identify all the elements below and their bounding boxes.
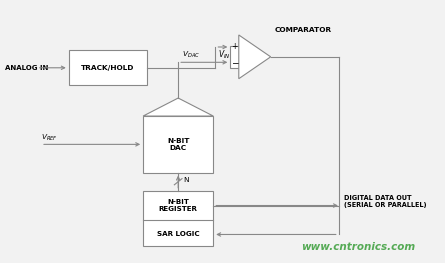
Text: $\mathregular{V_{IN}}$: $\mathregular{V_{IN}}$ bbox=[218, 49, 230, 61]
Text: ANALOG IN: ANALOG IN bbox=[5, 65, 48, 71]
Bar bbox=[143, 116, 213, 173]
Text: COMPARATOR: COMPARATOR bbox=[275, 27, 332, 33]
Text: $\mathregular{V_{REF}}$: $\mathregular{V_{REF}}$ bbox=[41, 133, 58, 143]
Text: N-BIT
DAC: N-BIT DAC bbox=[167, 138, 190, 151]
Text: +: + bbox=[231, 43, 238, 52]
Polygon shape bbox=[143, 98, 213, 116]
Text: N: N bbox=[183, 178, 189, 183]
Text: SAR LOGIC: SAR LOGIC bbox=[157, 231, 199, 237]
Bar bbox=[69, 50, 147, 85]
Bar bbox=[143, 191, 213, 246]
Text: N-BIT
REGISTER: N-BIT REGISTER bbox=[159, 199, 198, 212]
Text: DIGITAL DATA OUT
(SERIAL OR PARALLEL): DIGITAL DATA OUT (SERIAL OR PARALLEL) bbox=[344, 195, 426, 208]
Polygon shape bbox=[239, 35, 271, 79]
Text: www.cntronics.com: www.cntronics.com bbox=[301, 242, 415, 252]
Bar bbox=[230, 46, 239, 68]
Text: $\mathregular{V_{DAC}}$: $\mathregular{V_{DAC}}$ bbox=[182, 49, 201, 60]
Text: −: − bbox=[231, 58, 238, 67]
Text: TRACK/HOLD: TRACK/HOLD bbox=[81, 65, 135, 71]
